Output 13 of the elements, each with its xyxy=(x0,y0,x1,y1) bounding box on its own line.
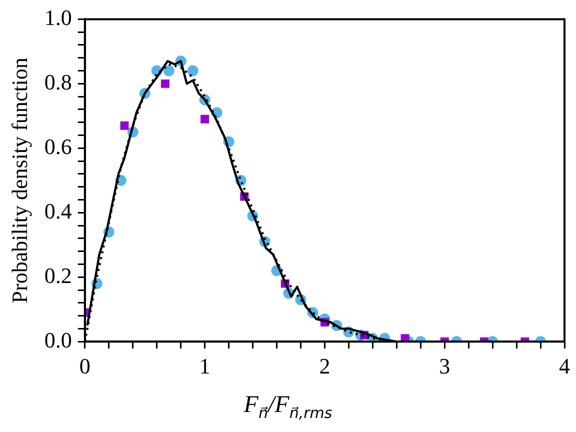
x-axis-title: F$_{n⃗}$/F$_{n⃗,rms}$ xyxy=(242,392,334,422)
x-tick-label: 4 xyxy=(559,354,570,379)
x-tick-label: 0 xyxy=(79,354,90,379)
y-tick-label: 0.6 xyxy=(44,134,72,159)
x-tick-label: 2 xyxy=(319,354,330,379)
x-tick-label: 3 xyxy=(439,354,450,379)
y-tick-label: 0.0 xyxy=(44,327,72,352)
y-tick-label: 0.8 xyxy=(44,69,72,94)
y-tick-label: 0.2 xyxy=(44,262,72,288)
y-tick-label: 0.4 xyxy=(44,198,72,224)
y-axis-title: Probability density function xyxy=(6,58,32,304)
x-tick-label: 1 xyxy=(199,354,210,379)
y-tick-label: 1.0 xyxy=(44,4,72,30)
